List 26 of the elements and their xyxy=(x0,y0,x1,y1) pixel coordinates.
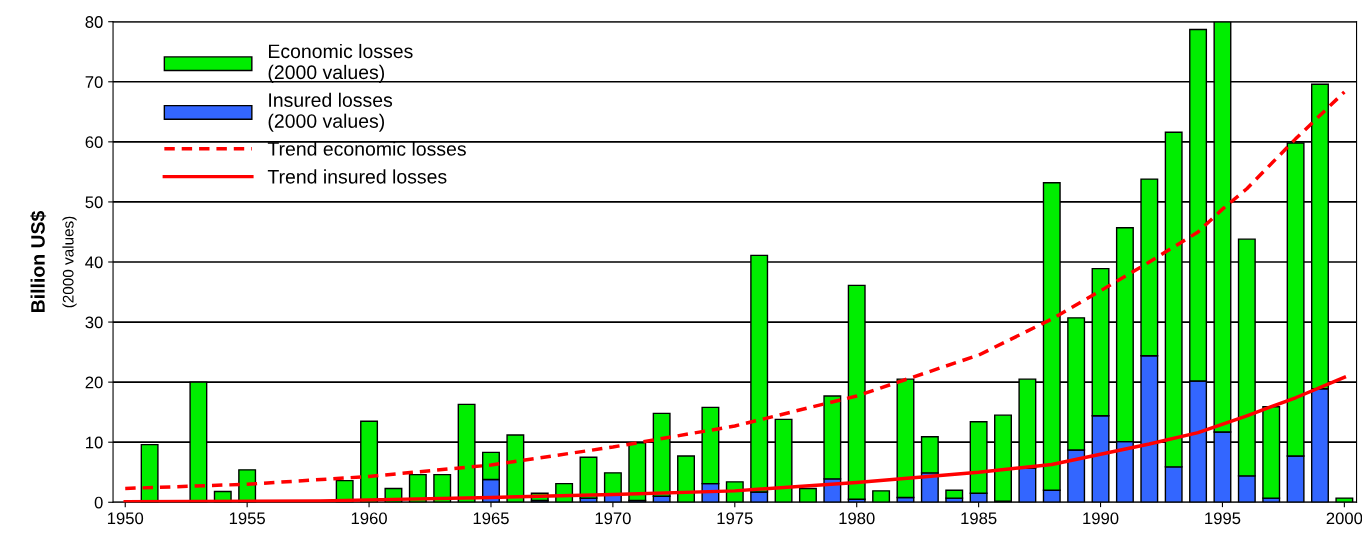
legend-label: Trend economic losses xyxy=(267,141,466,156)
y-tick-label: 60 xyxy=(85,136,103,149)
x-tick-label: 1990 xyxy=(1083,512,1119,525)
x-tick-label: 2000 xyxy=(1326,512,1362,525)
y-axis-title: Billion US$ xyxy=(30,210,47,313)
x-tick-label: 1995 xyxy=(1205,512,1241,525)
y-tick-label: 40 xyxy=(85,256,103,269)
x-tick-label: 1975 xyxy=(717,512,753,525)
y-tick-label: 80 xyxy=(85,16,103,28)
x-tick-label: 1980 xyxy=(839,512,875,525)
x-tick-label: 1970 xyxy=(595,512,631,525)
x-tick-label: 1960 xyxy=(351,512,387,525)
text: (2000 values) xyxy=(62,216,77,308)
y-tick-label: 70 xyxy=(85,76,103,88)
x-tick-label: 1955 xyxy=(229,512,265,525)
legend-label: Economic losses (2000 values) xyxy=(268,43,413,83)
y-tick-label: 50 xyxy=(85,196,103,209)
y-tick-label: 0 xyxy=(94,496,103,509)
x-tick-label: 1985 xyxy=(961,512,997,525)
legend-label: Trend insured losses xyxy=(267,169,447,184)
y-tick-label: 30 xyxy=(85,316,103,329)
x-tick-label: 1950 xyxy=(107,512,144,525)
x-tick-label: 1965 xyxy=(473,512,509,525)
legend-label: Insured losses (2000 values) xyxy=(268,92,393,132)
y-tick-label: 20 xyxy=(85,376,103,389)
y-tick-label: 10 xyxy=(86,436,103,449)
